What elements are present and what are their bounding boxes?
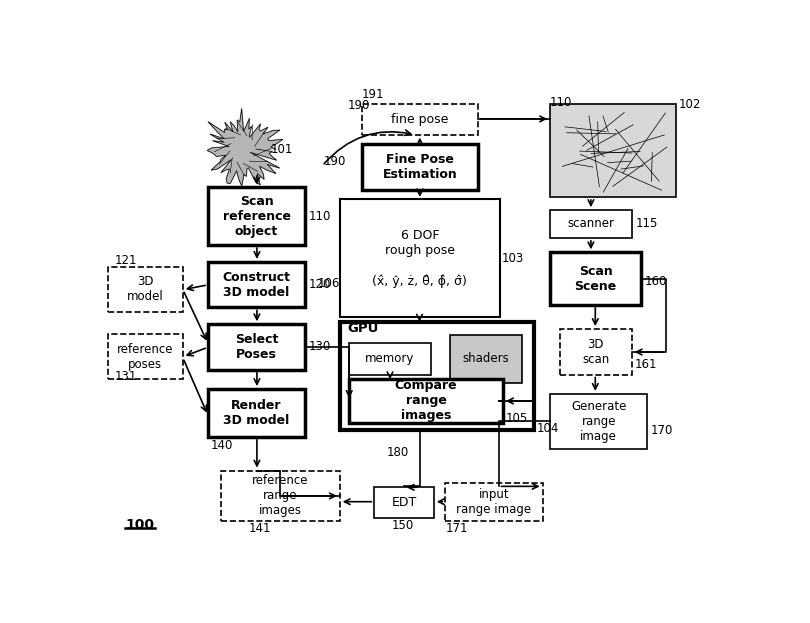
Text: 161: 161 (635, 358, 658, 371)
FancyBboxPatch shape (108, 267, 183, 312)
Text: 115: 115 (636, 217, 659, 230)
Text: 131: 131 (115, 371, 138, 384)
FancyBboxPatch shape (349, 379, 503, 422)
Text: 100: 100 (125, 518, 154, 531)
Text: 170: 170 (650, 424, 673, 437)
Text: shaders: shaders (463, 352, 509, 365)
Text: 190: 190 (324, 155, 347, 168)
FancyBboxPatch shape (550, 103, 676, 197)
Text: 110: 110 (549, 95, 572, 108)
Text: 103: 103 (501, 252, 524, 265)
FancyBboxPatch shape (550, 252, 642, 305)
Text: fine pose: fine pose (391, 113, 449, 126)
FancyBboxPatch shape (208, 324, 305, 370)
Text: input
range image: input range image (456, 488, 531, 516)
Text: 160: 160 (645, 275, 667, 288)
Text: 102: 102 (679, 98, 701, 111)
Text: 3D
scan: 3D scan (582, 338, 609, 366)
FancyBboxPatch shape (362, 145, 478, 190)
Text: scanner: scanner (567, 217, 615, 231)
Text: 171: 171 (446, 521, 467, 535)
Text: EDT: EDT (391, 497, 417, 510)
FancyBboxPatch shape (340, 199, 500, 317)
Text: 180: 180 (387, 446, 409, 459)
Text: 101: 101 (271, 143, 293, 156)
Text: GPU: GPU (347, 321, 379, 335)
Text: Fine Pose
Estimation: Fine Pose Estimation (382, 153, 457, 181)
FancyBboxPatch shape (220, 470, 340, 521)
Text: reference
range
images: reference range images (252, 474, 309, 517)
FancyBboxPatch shape (450, 335, 522, 383)
FancyBboxPatch shape (208, 262, 305, 307)
Text: Generate
range
image: Generate range image (571, 400, 626, 443)
Text: 191: 191 (362, 88, 384, 102)
Text: Select
Poses: Select Poses (235, 333, 279, 361)
Text: reference
poses: reference poses (117, 343, 173, 371)
FancyBboxPatch shape (446, 482, 543, 521)
Text: 121: 121 (115, 254, 138, 267)
FancyBboxPatch shape (550, 210, 632, 238)
Text: 106: 106 (318, 277, 340, 290)
FancyBboxPatch shape (374, 487, 434, 518)
Text: 130: 130 (309, 340, 330, 353)
Text: 150: 150 (391, 519, 414, 532)
Text: 120: 120 (309, 278, 330, 291)
FancyBboxPatch shape (208, 188, 305, 245)
FancyBboxPatch shape (340, 322, 535, 430)
Text: Scan
Scene: Scan Scene (574, 265, 616, 293)
Text: 140: 140 (211, 439, 233, 452)
FancyBboxPatch shape (560, 329, 632, 374)
Text: 104: 104 (536, 422, 559, 435)
Text: 105: 105 (505, 412, 528, 426)
Text: 110: 110 (309, 210, 330, 223)
FancyBboxPatch shape (108, 334, 183, 379)
Polygon shape (207, 108, 283, 186)
Text: memory: memory (365, 353, 415, 366)
Text: Construct
3D model: Construct 3D model (223, 270, 291, 298)
Text: 141: 141 (249, 521, 271, 535)
FancyBboxPatch shape (362, 103, 478, 135)
FancyBboxPatch shape (208, 389, 305, 437)
FancyBboxPatch shape (349, 343, 431, 374)
Text: 6 DOF
rough pose

(x̂, ŷ, ż, θ̂, ϕ̂, σ̂): 6 DOF rough pose (x̂, ŷ, ż, θ̂, ϕ̂, σ̂) (373, 229, 467, 288)
Text: Scan
reference
object: Scan reference object (223, 195, 291, 238)
Text: 3D
model: 3D model (127, 275, 164, 303)
Text: Render
3D model: Render 3D model (224, 399, 290, 427)
FancyBboxPatch shape (550, 394, 647, 449)
Text: 190: 190 (347, 100, 369, 112)
Text: Compare
range
images: Compare range images (394, 379, 458, 422)
